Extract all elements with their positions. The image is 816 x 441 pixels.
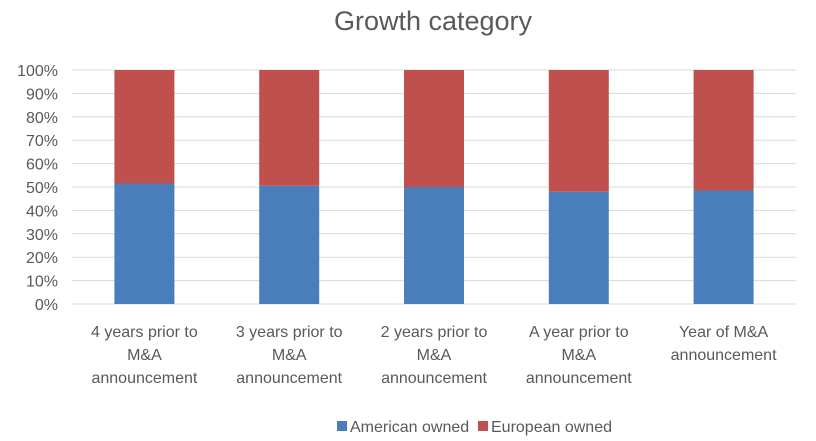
y-tick-label: 100%: [17, 63, 58, 80]
x-category-label: 3 years prior to: [236, 324, 343, 341]
bar-european-owned: [693, 70, 754, 191]
bar-layer: [114, 70, 754, 304]
legend-label-european-owned: European owned: [491, 419, 612, 436]
bar-american-owned: [259, 185, 320, 304]
x-category-label: 4 years prior to: [91, 324, 198, 341]
x-category-label: announcement: [381, 370, 487, 387]
y-tick-label: 40%: [26, 203, 58, 220]
x-category-label: M&A: [417, 347, 452, 364]
y-tick-label: 70%: [26, 133, 58, 150]
bar-american-owned: [548, 191, 609, 304]
y-tick-label: 60%: [26, 157, 58, 174]
x-category-label: announcement: [91, 370, 197, 387]
x-category-label: M&A: [561, 347, 596, 364]
y-tick-label: 10%: [26, 274, 58, 291]
y-tick-label: 80%: [26, 110, 58, 127]
y-tick-label: 30%: [26, 227, 58, 244]
x-category-label: announcement: [526, 370, 632, 387]
y-axis-ticks: 0% 10% 20% 30% 40% 50% 60% 70% 80% 90% 100%: [17, 63, 58, 314]
bar-american-owned: [404, 187, 464, 304]
bar-european-owned: [548, 70, 609, 192]
legend-swatch-european-owned: [478, 421, 488, 431]
y-tick-label: 0%: [35, 297, 58, 314]
x-category-label: M&A: [127, 347, 162, 364]
legend: American owned European owned: [337, 419, 612, 436]
legend-swatch-american-owned: [337, 421, 347, 431]
bar-american-owned: [114, 183, 175, 304]
y-tick-label: 90%: [26, 86, 58, 103]
x-category-label: A year prior to: [529, 324, 629, 341]
x-category-label: announcement: [236, 370, 342, 387]
x-category-label: 2 years prior to: [381, 324, 488, 341]
x-category-label: announcement: [671, 347, 777, 364]
bar-european-owned: [259, 70, 320, 186]
x-category-label: M&A: [272, 347, 307, 364]
x-axis-labels: 4 years prior to M&A announcement 3 years p…: [91, 324, 777, 387]
bar-american-owned: [693, 190, 754, 304]
chart-title: Growth category: [334, 6, 533, 36]
bar-european-owned: [114, 70, 175, 184]
y-tick-label: 50%: [26, 180, 58, 197]
x-category-label: Year of M&A: [679, 324, 769, 341]
y-tick-label: 20%: [26, 250, 58, 267]
legend-label-american-owned: American owned: [350, 419, 469, 436]
bar-european-owned: [404, 70, 464, 187]
